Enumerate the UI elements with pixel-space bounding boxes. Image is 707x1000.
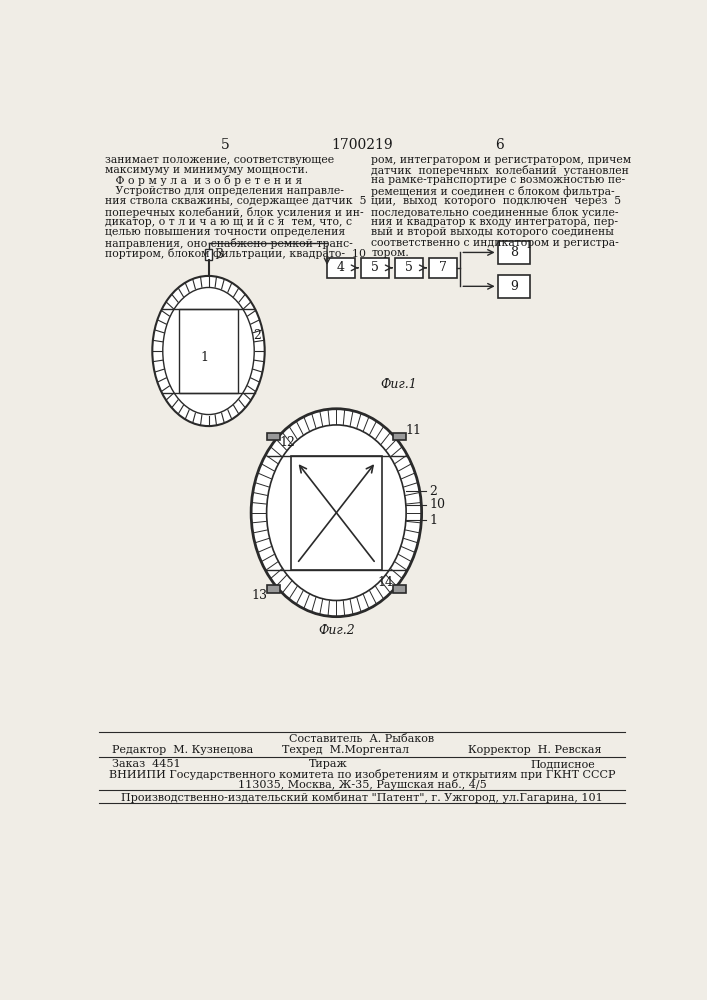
Text: Техред  М.Моргентал: Техред М.Моргентал bbox=[282, 745, 409, 755]
FancyBboxPatch shape bbox=[393, 433, 406, 440]
Text: 13: 13 bbox=[252, 589, 267, 602]
FancyBboxPatch shape bbox=[361, 258, 389, 278]
Text: 6: 6 bbox=[495, 138, 503, 152]
Text: последовательно соединенные блок усиле-: последовательно соединенные блок усиле- bbox=[371, 207, 619, 218]
Text: ром, интегратором и регистратором, причем: ром, интегратором и регистратором, приче… bbox=[371, 155, 631, 165]
Text: 14: 14 bbox=[378, 576, 394, 589]
FancyBboxPatch shape bbox=[393, 585, 406, 593]
Text: соответственно с индикатором и регистра-: соответственно с индикатором и регистра- bbox=[371, 238, 619, 248]
Text: 1: 1 bbox=[201, 351, 209, 364]
FancyBboxPatch shape bbox=[267, 433, 279, 440]
Text: Ф о р м у л а  и з о б р е т е н и я: Ф о р м у л а и з о б р е т е н и я bbox=[105, 175, 303, 186]
Text: Составитель  А. Рыбаков: Составитель А. Рыбаков bbox=[289, 734, 435, 744]
Text: 1700219: 1700219 bbox=[331, 138, 393, 152]
Text: Редактор  М. Кузнецова: Редактор М. Кузнецова bbox=[112, 745, 253, 755]
Text: 5: 5 bbox=[405, 261, 413, 274]
Text: 3: 3 bbox=[216, 248, 224, 261]
Text: 4: 4 bbox=[337, 261, 345, 274]
Ellipse shape bbox=[251, 409, 421, 617]
Text: 5: 5 bbox=[371, 261, 379, 274]
FancyBboxPatch shape bbox=[179, 309, 238, 393]
FancyBboxPatch shape bbox=[395, 258, 423, 278]
Text: Тираж: Тираж bbox=[309, 759, 348, 769]
Text: Корректор  Н. Ревская: Корректор Н. Ревская bbox=[468, 745, 602, 755]
FancyBboxPatch shape bbox=[429, 258, 457, 278]
Text: 5: 5 bbox=[221, 138, 230, 152]
Text: 2: 2 bbox=[429, 485, 437, 498]
Text: 2: 2 bbox=[253, 329, 262, 342]
Text: 8: 8 bbox=[510, 246, 518, 259]
Text: портиром, блоком фильтрации, квадрато-  10: портиром, блоком фильтрации, квадрато- 1… bbox=[105, 248, 366, 259]
FancyBboxPatch shape bbox=[327, 258, 355, 278]
Text: 9: 9 bbox=[510, 280, 518, 293]
Text: поперечных колебаний, блок усиления и ин-: поперечных колебаний, блок усиления и ин… bbox=[105, 207, 364, 218]
Text: ния и квадратор к входу интегратора, пер-: ния и квадратор к входу интегратора, пер… bbox=[371, 217, 618, 227]
Text: Фиг.1: Фиг.1 bbox=[380, 378, 416, 391]
Text: ния ствола скважины, содержащее датчик  5: ния ствола скважины, содержащее датчик 5 bbox=[105, 196, 367, 206]
Ellipse shape bbox=[267, 425, 406, 600]
Ellipse shape bbox=[163, 287, 255, 415]
Text: целью повышения точности определения: целью повышения точности определения bbox=[105, 227, 346, 237]
FancyBboxPatch shape bbox=[498, 241, 530, 264]
Text: Заказ  4451: Заказ 4451 bbox=[112, 759, 180, 769]
Text: на рамке-транспортире с возможностью пе-: на рамке-транспортире с возможностью пе- bbox=[371, 175, 626, 185]
Text: 11: 11 bbox=[405, 424, 421, 437]
FancyBboxPatch shape bbox=[267, 585, 279, 593]
Text: Производственно-издательский комбинат "Патент", г. Ужгород, ул.Гагарина, 101: Производственно-издательский комбинат "П… bbox=[121, 792, 603, 803]
Text: вый и второй выходы которого соединены: вый и второй выходы которого соединены bbox=[371, 227, 614, 237]
Text: занимает положение, соответствующее: занимает положение, соответствующее bbox=[105, 155, 334, 165]
Text: 10: 10 bbox=[429, 498, 445, 512]
Text: ВНИИПИ Государственного комитета по изобретениям и открытиям при ГКНТ СССР: ВНИИПИ Государственного комитета по изоб… bbox=[109, 769, 615, 780]
Text: направления, оно снабжено ремкой-транс-: направления, оно снабжено ремкой-транс- bbox=[105, 238, 354, 249]
Text: ции,  выход  которого  подключен  через  5: ции, выход которого подключен через 5 bbox=[371, 196, 621, 206]
Text: датчик  поперечных  колебаний  установлен: датчик поперечных колебаний установлен bbox=[371, 165, 629, 176]
Text: дикатор, о т л и ч а ю щ и й с я  тем, что, с: дикатор, о т л и ч а ю щ и й с я тем, чт… bbox=[105, 217, 352, 227]
Text: Устройство для определения направле-: Устройство для определения направле- bbox=[105, 186, 344, 196]
FancyBboxPatch shape bbox=[498, 275, 530, 298]
Ellipse shape bbox=[152, 276, 264, 426]
FancyBboxPatch shape bbox=[204, 249, 212, 260]
Text: 1: 1 bbox=[429, 514, 438, 527]
Text: 12: 12 bbox=[279, 436, 296, 449]
Text: тором.: тором. bbox=[371, 248, 409, 258]
Text: 113035, Москва, Ж-35, Раушская наб., 4/5: 113035, Москва, Ж-35, Раушская наб., 4/5 bbox=[238, 779, 486, 790]
Text: Подписное: Подписное bbox=[530, 759, 595, 769]
Text: Фиг.2: Фиг.2 bbox=[318, 624, 355, 637]
FancyBboxPatch shape bbox=[291, 456, 382, 570]
Text: максимуму и минимуму мощности.: максимуму и минимуму мощности. bbox=[105, 165, 308, 175]
Text: 7: 7 bbox=[439, 261, 448, 274]
Text: ремещения и соединен с блоком фильтра-: ремещения и соединен с блоком фильтра- bbox=[371, 186, 615, 197]
